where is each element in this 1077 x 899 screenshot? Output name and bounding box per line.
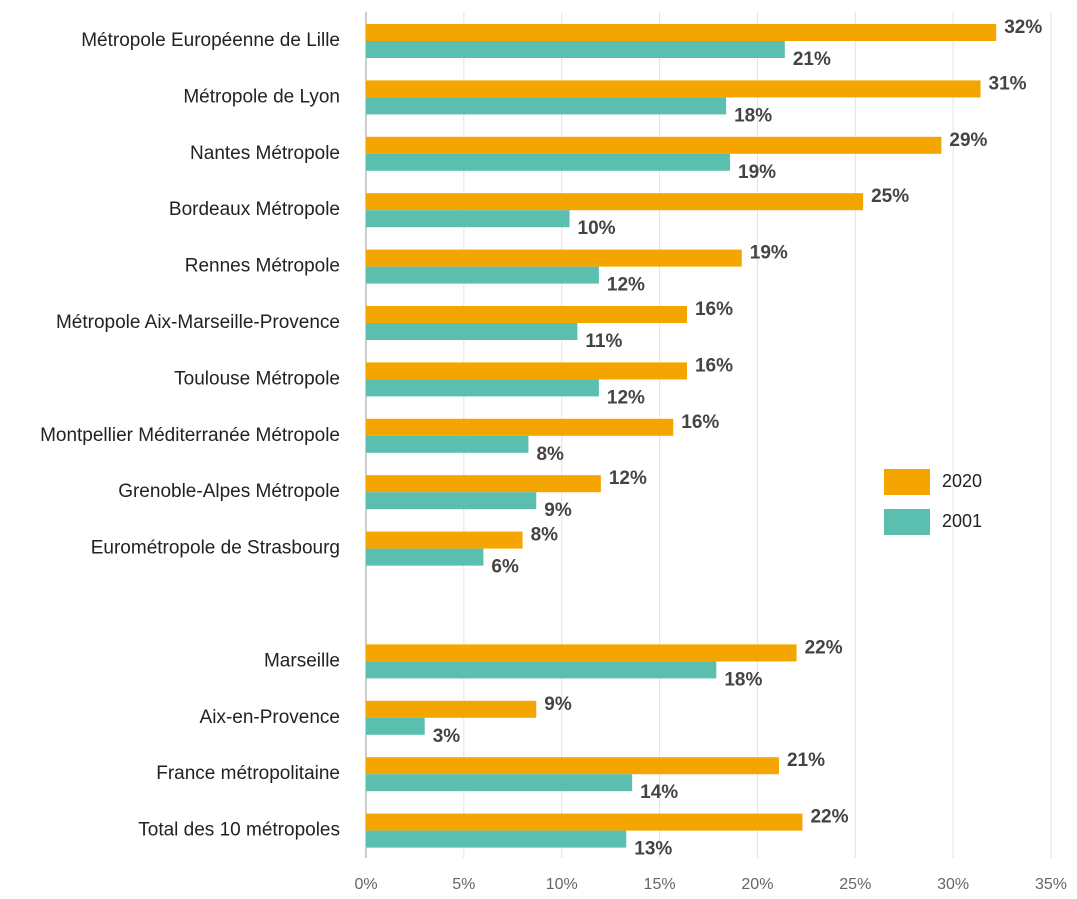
legend-swatch (884, 509, 930, 535)
bar (366, 362, 687, 380)
bar (366, 492, 537, 510)
x-tick-label: 35% (1035, 876, 1067, 893)
bar (366, 700, 537, 718)
data-label: 3% (433, 726, 461, 747)
x-tick-label: 5% (452, 876, 475, 893)
data-label: 31% (989, 73, 1027, 94)
data-label: 12% (609, 468, 647, 489)
data-label: 11% (585, 331, 622, 352)
legend-label: 2001 (942, 511, 982, 531)
x-tick-label: 20% (741, 876, 773, 893)
data-label: 13% (634, 839, 672, 860)
bar (366, 418, 674, 436)
data-label: 18% (724, 669, 762, 690)
x-tick-label: 30% (937, 876, 969, 893)
category-label: Métropole Aix-Marseille-Provence (56, 312, 340, 333)
category-label: Bordeaux Métropole (169, 199, 340, 220)
data-label: 25% (871, 186, 909, 207)
data-label: 12% (607, 275, 645, 296)
data-label: 10% (578, 218, 616, 239)
legend-swatch (884, 469, 930, 495)
data-label: 14% (640, 782, 678, 803)
bar (366, 249, 742, 267)
category-label: Nantes Métropole (190, 143, 340, 164)
bar (366, 774, 633, 792)
data-label: 9% (544, 500, 572, 521)
x-tick-label: 25% (839, 876, 871, 893)
category-label: Eurométropole de Strasbourg (91, 538, 340, 559)
bar (366, 323, 578, 340)
category-label: Montpellier Méditerranée Métropole (40, 425, 340, 446)
data-label: 16% (695, 355, 733, 376)
data-label: 19% (750, 243, 788, 264)
category-label: Marseille (264, 650, 340, 671)
x-tick-label: 15% (644, 876, 676, 893)
category-label: Grenoble-Alpes Métropole (118, 481, 340, 502)
bar (366, 757, 779, 775)
category-label: Métropole de Lyon (183, 86, 340, 107)
bar (366, 80, 981, 98)
data-label: 22% (805, 637, 843, 658)
bar (366, 813, 803, 831)
data-label: 18% (734, 105, 772, 126)
data-label: 21% (787, 750, 825, 771)
data-label: 16% (695, 299, 733, 320)
x-tick-label: 0% (354, 876, 377, 893)
data-label: 9% (544, 694, 572, 715)
bar (366, 41, 785, 58)
x-tick-label: 10% (546, 876, 578, 893)
bar (366, 830, 627, 848)
bar (366, 661, 717, 679)
data-label: 12% (607, 387, 645, 408)
bar (366, 193, 864, 211)
data-label: 19% (738, 162, 776, 183)
bar (366, 531, 523, 549)
bar (366, 266, 599, 284)
category-label: Métropole Européenne de Lille (81, 30, 340, 51)
bar (366, 306, 687, 323)
category-label: Rennes Métropole (185, 256, 340, 277)
bar (366, 475, 601, 493)
category-label: Total des 10 métropoles (138, 820, 340, 841)
data-label: 32% (1004, 17, 1042, 38)
category-label: Aix-en-Provence (200, 707, 340, 728)
bar (366, 153, 731, 171)
bar (366, 548, 484, 566)
bar (366, 644, 797, 662)
category-label: France métropolitaine (156, 763, 340, 784)
category-label: Toulouse Métropole (174, 368, 340, 389)
data-label: 6% (491, 557, 519, 578)
data-label: 8% (531, 525, 559, 546)
legend-label: 2020 (942, 471, 982, 491)
bar (366, 24, 997, 41)
bar (366, 379, 599, 397)
data-label: 8% (536, 444, 564, 465)
data-label: 16% (681, 412, 719, 433)
data-label: 21% (793, 49, 831, 70)
data-label: 22% (810, 807, 848, 828)
bar (366, 97, 727, 115)
bar (366, 136, 942, 154)
bar (366, 717, 425, 735)
bar (366, 435, 529, 453)
data-label: 29% (949, 130, 987, 151)
bar (366, 210, 570, 228)
